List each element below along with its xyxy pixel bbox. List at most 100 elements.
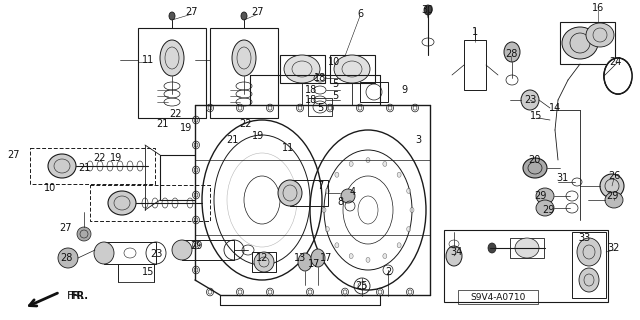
Text: 2: 2 (385, 267, 391, 277)
Text: 21: 21 (156, 119, 168, 129)
Text: 18: 18 (314, 73, 326, 83)
Bar (252, 252, 276, 272)
Text: 18: 18 (305, 85, 317, 95)
Text: 11: 11 (282, 143, 294, 153)
Ellipse shape (586, 23, 614, 47)
Text: 34: 34 (450, 247, 462, 257)
Text: 22: 22 (93, 153, 106, 163)
Ellipse shape (424, 5, 432, 15)
Text: 20: 20 (528, 155, 540, 165)
Text: S9V4-A0710: S9V4-A0710 (470, 292, 525, 301)
Text: 23: 23 (150, 249, 162, 259)
Ellipse shape (504, 42, 520, 62)
Text: 16: 16 (592, 3, 604, 13)
Text: 25: 25 (356, 281, 368, 291)
Text: 19: 19 (180, 123, 192, 133)
Bar (138, 28, 206, 118)
Ellipse shape (298, 253, 312, 271)
Ellipse shape (278, 180, 302, 206)
Ellipse shape (48, 154, 76, 178)
Text: 1: 1 (472, 27, 478, 37)
Ellipse shape (488, 243, 496, 253)
Ellipse shape (58, 248, 78, 268)
Ellipse shape (577, 238, 601, 266)
Ellipse shape (406, 188, 411, 193)
Ellipse shape (341, 189, 355, 203)
Ellipse shape (383, 253, 387, 259)
Ellipse shape (335, 243, 339, 248)
Bar (118, 264, 154, 282)
Ellipse shape (172, 240, 192, 260)
Text: 18: 18 (305, 95, 317, 105)
Ellipse shape (311, 249, 325, 267)
Bar (360, 82, 388, 102)
Text: 14: 14 (549, 103, 561, 113)
Ellipse shape (515, 238, 539, 258)
Ellipse shape (77, 227, 91, 241)
Text: 5: 5 (317, 103, 323, 113)
Ellipse shape (160, 40, 184, 76)
Ellipse shape (410, 207, 414, 212)
Ellipse shape (562, 27, 598, 59)
Ellipse shape (322, 207, 326, 212)
Bar (182, 240, 234, 260)
Text: 24: 24 (609, 57, 621, 67)
Ellipse shape (579, 268, 599, 292)
Text: 23: 23 (524, 95, 536, 105)
Text: 27: 27 (186, 7, 198, 17)
Bar (210, 28, 278, 118)
Bar (30, 148, 155, 184)
Ellipse shape (349, 253, 353, 259)
Text: 12: 12 (256, 253, 268, 263)
Text: 27: 27 (8, 150, 20, 160)
Ellipse shape (254, 252, 274, 272)
Ellipse shape (325, 188, 330, 193)
Bar (458, 290, 538, 304)
Bar (104, 242, 156, 264)
Text: 33: 33 (578, 233, 590, 243)
Text: 17: 17 (320, 253, 332, 263)
Text: 32: 32 (608, 243, 620, 253)
Text: FR.: FR. (70, 291, 88, 301)
Text: 27: 27 (60, 223, 72, 233)
Ellipse shape (536, 200, 554, 216)
Text: 10: 10 (44, 183, 56, 193)
Bar (444, 230, 608, 302)
Ellipse shape (600, 174, 624, 198)
Ellipse shape (605, 192, 623, 208)
Bar (308, 98, 332, 116)
Text: 26: 26 (608, 171, 620, 181)
Ellipse shape (366, 257, 370, 262)
Text: 15: 15 (142, 267, 154, 277)
Ellipse shape (521, 90, 539, 110)
Ellipse shape (406, 227, 411, 232)
Ellipse shape (241, 12, 247, 20)
Bar (572, 232, 606, 298)
Text: 15: 15 (530, 111, 542, 121)
Text: 7: 7 (317, 181, 323, 191)
Ellipse shape (383, 161, 387, 166)
Ellipse shape (232, 40, 256, 76)
Ellipse shape (284, 55, 320, 83)
Bar (510, 238, 544, 258)
Ellipse shape (536, 188, 554, 204)
Text: 6: 6 (357, 9, 363, 19)
Text: 5: 5 (332, 79, 338, 89)
Text: 21: 21 (78, 163, 90, 173)
Bar (280, 55, 325, 83)
Text: 29: 29 (606, 191, 618, 201)
Text: 22: 22 (169, 109, 181, 119)
Text: 4: 4 (350, 187, 356, 197)
Text: 29: 29 (534, 191, 546, 201)
Ellipse shape (325, 227, 330, 232)
Bar (290, 180, 328, 206)
Text: 22: 22 (239, 119, 252, 129)
Text: 5: 5 (332, 91, 338, 101)
Ellipse shape (349, 161, 353, 166)
Bar (330, 55, 375, 83)
Text: 13: 13 (294, 253, 306, 263)
Text: 29: 29 (542, 205, 554, 215)
Ellipse shape (446, 246, 462, 266)
Text: 19: 19 (110, 153, 122, 163)
Ellipse shape (169, 12, 175, 20)
